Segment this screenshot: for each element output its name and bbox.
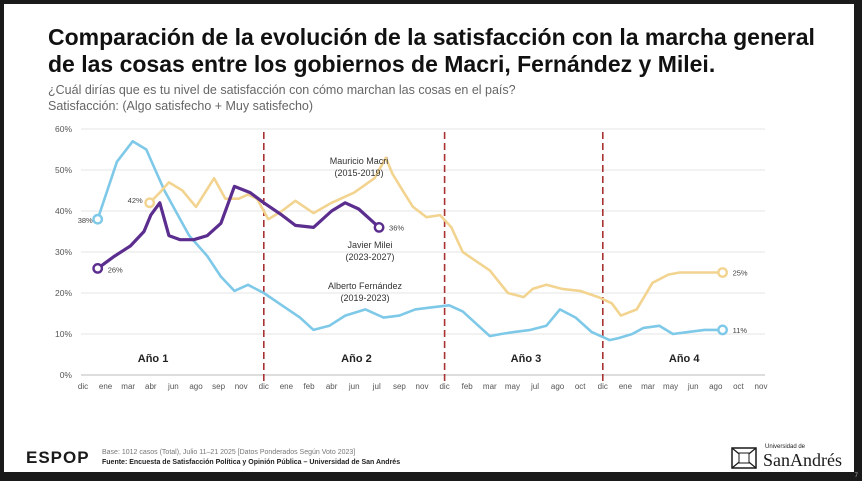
university-name: SanAndrés [763,450,842,470]
x-tick-label: nov [416,382,429,391]
y-tick-label: 20% [55,288,72,298]
page-number: 7 [854,473,858,479]
series-lines [96,140,724,342]
series-endpoint [717,324,728,336]
x-tick-label: oct [575,382,586,391]
x-tick-label: jul [530,382,539,391]
year-label: Año 1 [138,353,169,365]
series-period: (2019-2023) [340,293,389,303]
logo-text: ESPOP [26,448,90,467]
x-axis-ticks: dic ene mar abr jun ago sep nov dic ene feb abr jun j… [78,382,768,391]
x-tick-label: dic [78,382,88,391]
series-name: Mauricio Macri [330,156,389,166]
x-tick-label: jun [167,382,179,391]
x-tick-label: mar [483,382,497,391]
series-period: (2015-2019) [334,168,383,178]
series-endpoint [92,213,104,225]
x-tick-label: dic [439,382,449,391]
series-endpoints: 38% 11% 42% 25% 26% 36% [78,196,748,336]
x-tick-label: mar [641,382,655,391]
data-label: 36% [389,223,404,232]
series-line-2 [96,184,381,270]
series-name-labels: Alberto Fernández (2019-2023) Mauricio Mac… [328,156,403,303]
espop-logo: ESPOP [26,448,90,468]
x-tick-label: sep [393,382,406,391]
seal-icon [731,447,757,469]
x-tick-label: jun [687,382,699,391]
x-tick-label: ago [551,382,565,391]
series-name: Javier Milei [347,240,392,250]
y-tick-label: 40% [55,206,72,216]
x-tick-label: sep [212,382,225,391]
slide: Comparación de la evolución de la satisf… [4,4,854,472]
series-line-1 [148,156,724,317]
x-tick-label: may [505,382,520,391]
data-label: 26% [108,265,123,274]
base-note: Base: 1012 casos (Total), Julio 11–21 20… [102,449,356,456]
y-tick-label: 10% [55,329,72,339]
y-axis-ticks: 0% 10% 20% 30% 40% 50% 60% [55,124,72,380]
data-label: 42% [128,196,143,205]
x-tick-label: abr [145,382,157,391]
x-tick-label: ago [709,382,723,391]
x-tick-label: may [663,382,678,391]
measure-definition: Satisfacción: (Algo satisfecho + Muy sat… [48,99,314,113]
series-period: (2023-2027) [345,252,394,262]
series-endpoint [717,267,728,278]
satisfaction-line-chart: 0%10%20%30%40%50%60% dic ene mar abr jun ago s… [55,124,768,391]
x-tick-label: nov [755,382,768,391]
x-tick-label: oct [733,382,744,391]
y-tick-label: 50% [55,165,72,175]
year-label: Año 2 [341,353,372,365]
y-tick-label: 0% [60,370,73,380]
x-tick-label: ene [99,382,113,391]
series-endpoint [373,221,385,233]
x-tick-label: dic [598,382,608,391]
y-tick-label: 60% [55,124,72,134]
x-tick-label: ene [280,382,294,391]
x-tick-label: jul [372,382,381,391]
year-label: Año 4 [669,353,700,365]
x-tick-label: ene [619,382,633,391]
x-tick-label: dic [259,382,269,391]
data-label: 38% [78,216,93,225]
y-tick-label: 30% [55,247,72,257]
x-tick-label: jun [348,382,360,391]
source-note: Fuente: Encuesta de Satisfacción Polític… [102,459,401,466]
university-prefix: Universidad de [765,444,806,450]
series-line-0 [96,140,724,342]
year-labels: Año 1 Año 2 Año 3 Año 4 [138,353,701,365]
series-endpoint [92,262,104,274]
year-dividers [262,132,604,384]
x-tick-label: mar [121,382,135,391]
x-tick-label: nov [235,382,248,391]
x-tick-label: feb [462,382,474,391]
data-label: 11% [733,326,748,335]
survey-question: ¿Cuál dirías que es tu nivel de satisfac… [48,83,516,97]
series-endpoint [144,197,156,209]
series-name: Alberto Fernández [328,281,403,291]
year-label: Año 3 [511,353,542,365]
x-tick-label: abr [326,382,338,391]
x-tick-label: feb [303,382,315,391]
gridlines [81,128,765,376]
data-label: 25% [733,269,748,278]
x-tick-label: ago [189,382,203,391]
page-title: Comparación de la evolución de la satisf… [48,24,815,77]
